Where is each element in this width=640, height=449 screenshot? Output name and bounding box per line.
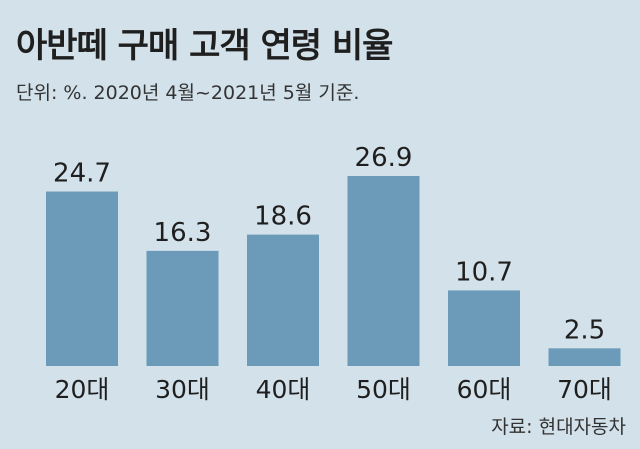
data-label: 2.5	[564, 315, 605, 345]
chart-title: 아반떼 구매 고객 연령 비율	[16, 26, 393, 66]
bar-50대	[347, 176, 420, 366]
data-label: 26.9	[355, 143, 413, 173]
category-label: 70대	[557, 375, 612, 404]
bar-60대	[448, 290, 520, 366]
bars-layer: 24.7 20대 16.3 30대 18.6 40대 26.9 50대 10.7 60대 2.5 70…	[46, 143, 621, 404]
data-label: 24.7	[53, 159, 111, 189]
category-label: 50대	[356, 375, 411, 404]
data-label: 10.7	[455, 257, 513, 287]
category-label: 20대	[55, 375, 110, 404]
data-label: 18.6	[254, 202, 312, 232]
source-note: 자료: 현대자동차	[491, 416, 626, 438]
bar-20대	[46, 191, 118, 366]
category-label: 40대	[256, 375, 311, 404]
bar-40대	[247, 234, 319, 366]
category-label: 30대	[155, 375, 210, 404]
data-label: 16.3	[154, 218, 212, 248]
bar-30대	[146, 250, 219, 366]
unit-note: 단위: %. 2020년 4월~2021년 5월 기준.	[16, 82, 360, 104]
category-label: 60대	[457, 375, 512, 404]
bar-70대	[548, 348, 621, 366]
